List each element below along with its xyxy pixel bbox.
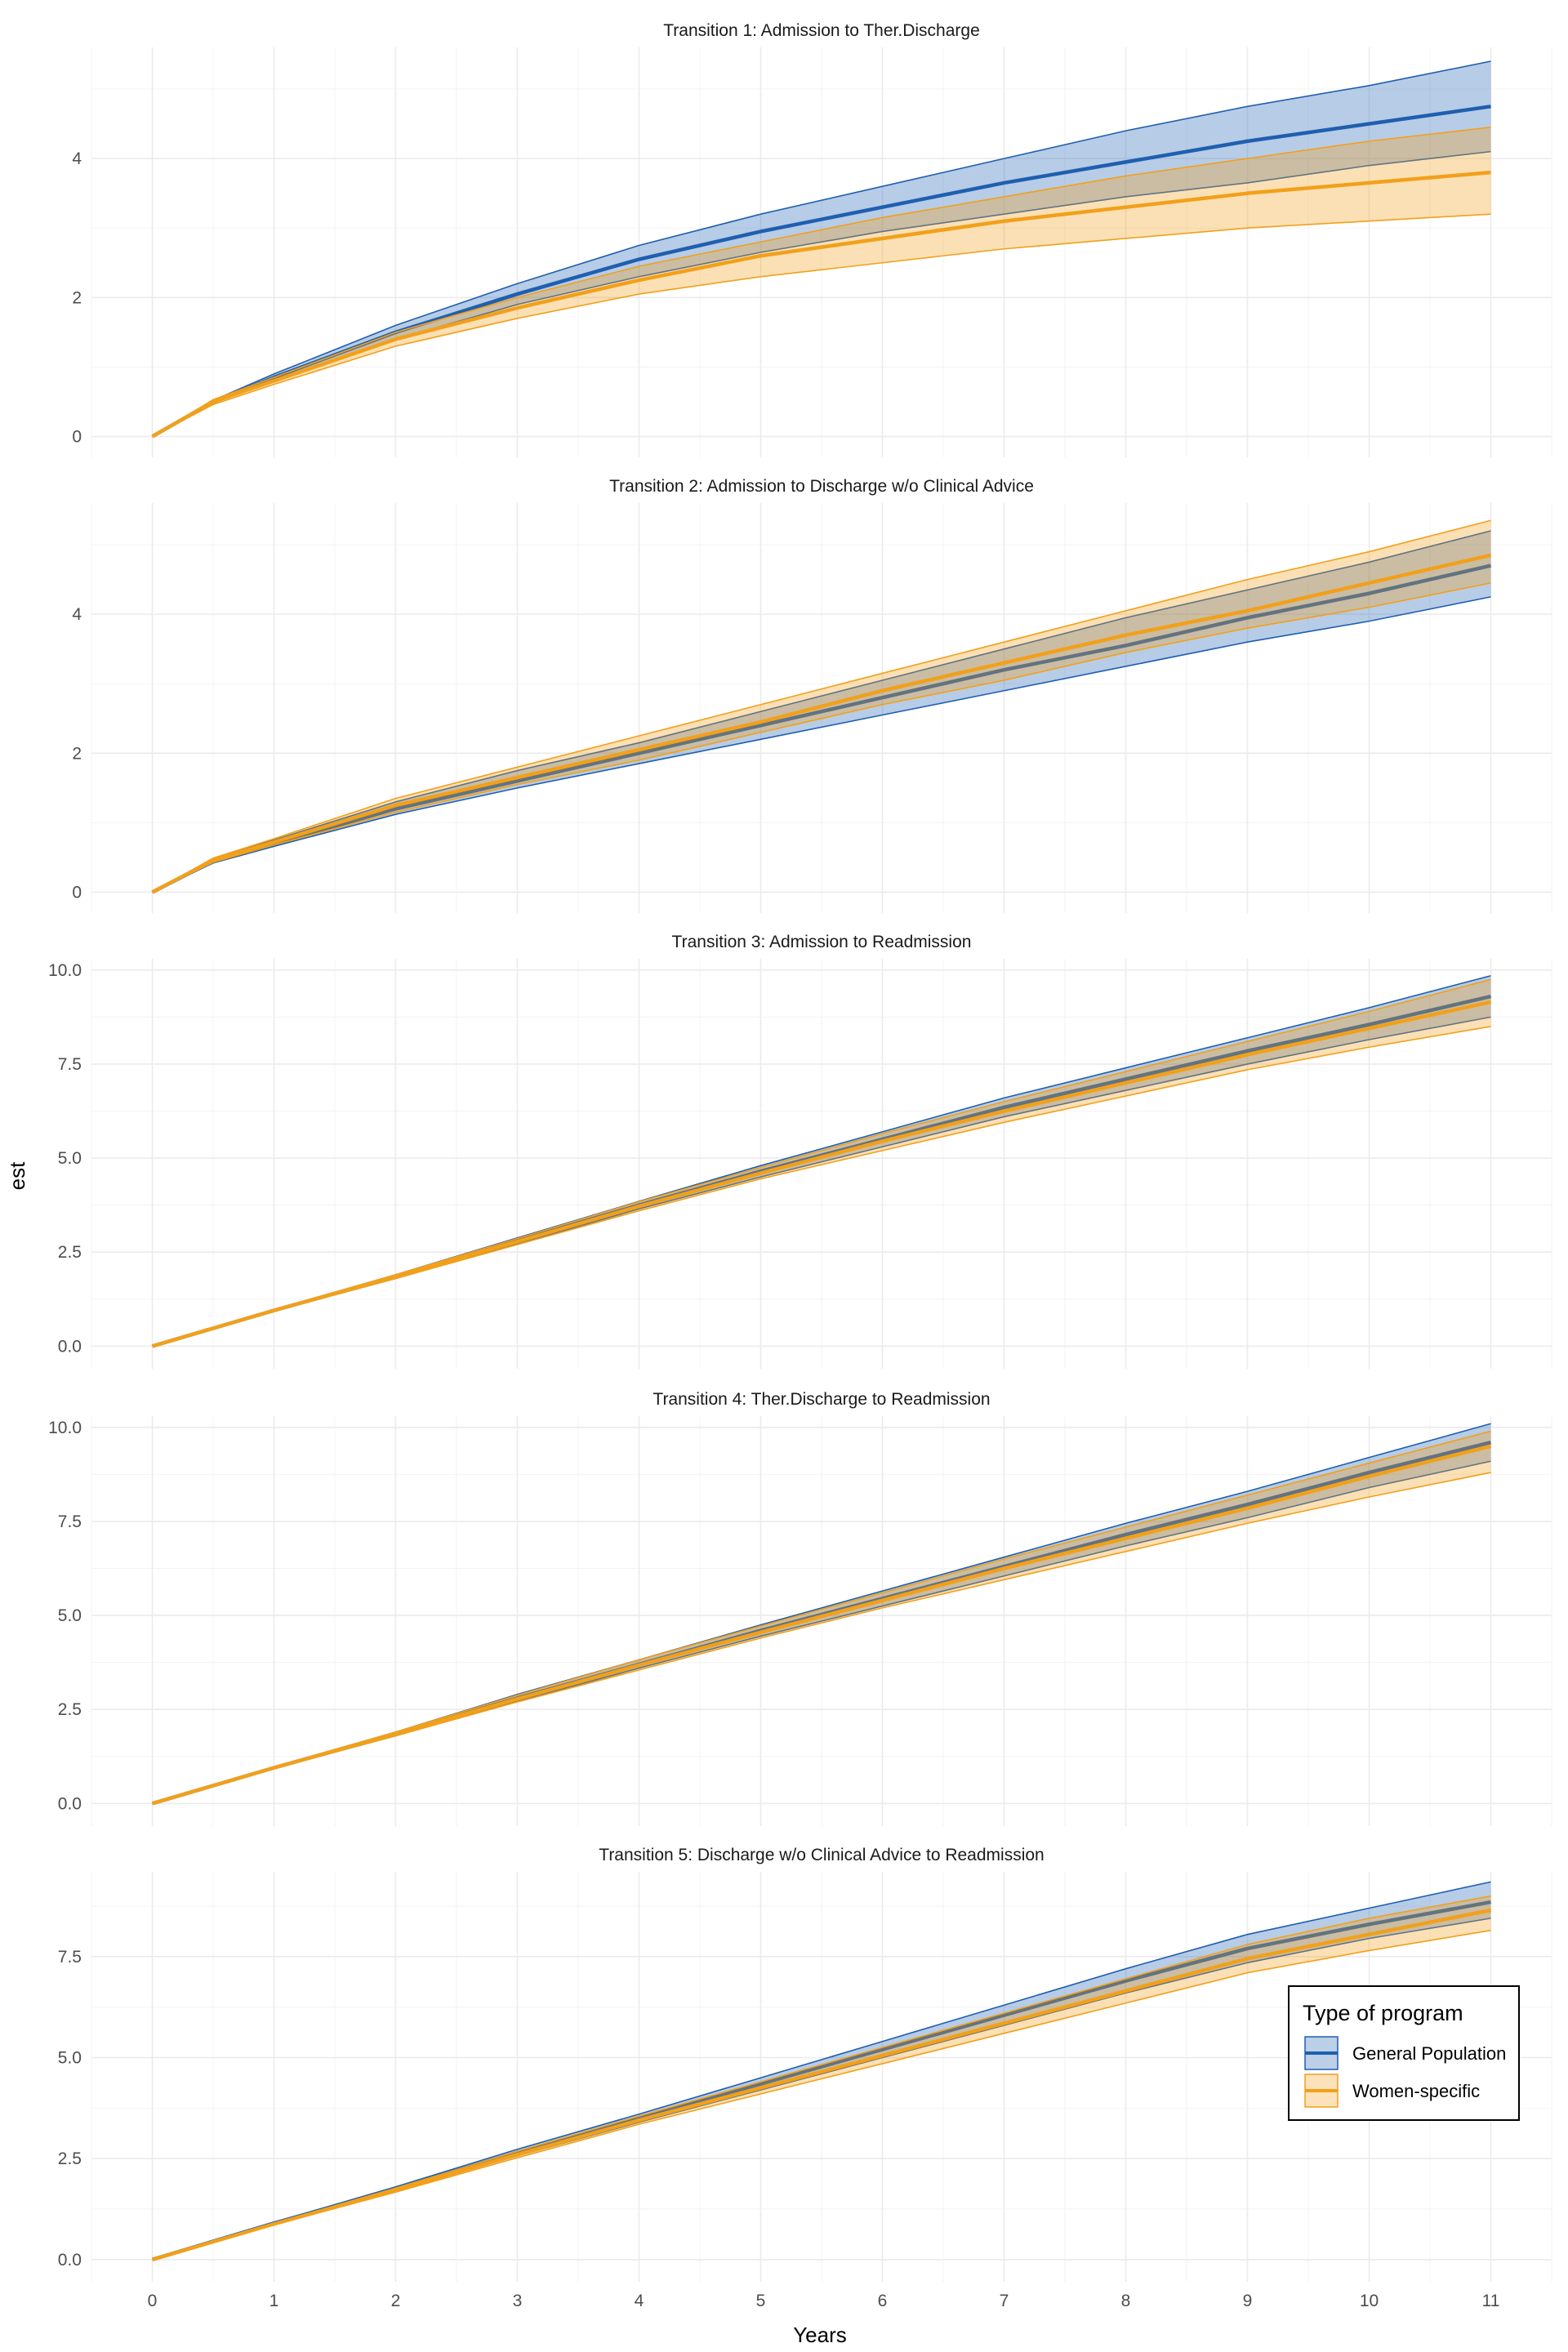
series-women-specific xyxy=(151,519,1492,894)
y-tick-label: 2 xyxy=(72,288,82,307)
panel-title: Transition 4: Ther.Discharge to Readmiss… xyxy=(653,1390,990,1409)
confidence-band-general-population xyxy=(152,975,1491,1347)
upper-bound-line xyxy=(152,530,1491,893)
lower-bound-line xyxy=(152,582,1491,893)
x-tick-label: 6 xyxy=(878,2292,888,2310)
upper-bound-line xyxy=(152,60,1491,438)
estimate-line-women-specific xyxy=(151,1444,1492,1806)
legend-entry-general-population: General Population xyxy=(1304,2036,1506,2070)
x-tick-label: 5 xyxy=(756,2292,766,2310)
x-tick-label: 0 xyxy=(148,2292,158,2310)
y-tick-label: 0.0 xyxy=(58,2251,82,2270)
panel-title: Transition 1: Admission to Ther.Discharg… xyxy=(663,21,980,40)
facet-panel-4: Transition 4: Ther.Discharge to Readmiss… xyxy=(48,1390,1552,1826)
y-axis-title: est xyxy=(5,1161,29,1190)
estimate-line-women-specific xyxy=(151,553,1492,894)
estimate-line-women-specific xyxy=(151,1908,1491,2261)
panel-title: Transition 5: Discharge w/o Clinical Adv… xyxy=(599,1846,1044,1864)
y-tick-label: 10.0 xyxy=(48,961,82,980)
y-tick-label: 5.0 xyxy=(58,1606,82,1625)
gridlines xyxy=(91,503,1552,913)
x-tick-label: 10 xyxy=(1360,2292,1379,2310)
y-tick-label: 2 xyxy=(72,744,82,763)
legend-title: Type of program xyxy=(1303,2001,1463,2025)
confidence-band-women-specific xyxy=(152,979,1491,1347)
estimate-line-women-specific xyxy=(151,1000,1491,1348)
facet-panel-5: Transition 5: Discharge w/o Clinical Adv… xyxy=(58,1846,1552,2282)
facet-panel-3: Transition 3: Admission to Readmission 0.… xyxy=(48,933,1552,1369)
y-tick-label: 10.0 xyxy=(48,1419,82,1437)
facet-panels: Transition 1: Admission to Ther.Discharg… xyxy=(48,21,1552,2310)
x-tick-label: 4 xyxy=(635,2292,644,2310)
y-tick-label: 5.0 xyxy=(58,2049,82,2068)
y-tick-label: 0 xyxy=(72,427,82,446)
series-women-specific xyxy=(151,127,1491,439)
y-tick-label: 0.0 xyxy=(58,1794,82,1813)
panel-title: Transition 2: Admission to Discharge w/o… xyxy=(609,477,1034,496)
estimate-line-women-specific xyxy=(151,170,1491,439)
facet-panel-1: Transition 1: Admission to Ther.Discharg… xyxy=(72,21,1552,457)
y-tick-label: 2.5 xyxy=(58,1243,82,1262)
legend: Type of program General Population Women… xyxy=(1288,1985,1520,2121)
y-tick-label: 7.5 xyxy=(58,1948,82,1967)
y-tick-label: 0.0 xyxy=(58,1337,82,1356)
x-tick-label: 3 xyxy=(513,2292,523,2310)
legend-label-general-population: General Population xyxy=(1352,2043,1506,2064)
upper-bound-line xyxy=(152,127,1491,438)
x-tick-label: 11 xyxy=(1482,2292,1500,2310)
legend-entry-women-specific: Women-specific xyxy=(1304,2074,1480,2108)
lower-bound-line xyxy=(152,213,1491,438)
y-tick-label: 2.5 xyxy=(58,1700,82,1719)
series-women-specific xyxy=(151,978,1491,1348)
y-tick-label: 4 xyxy=(72,605,82,624)
x-tick-label: 7 xyxy=(1000,2292,1009,2310)
upper-bound-line xyxy=(152,519,1491,893)
y-tick-label: 7.5 xyxy=(58,1512,82,1531)
x-tick-label: 9 xyxy=(1243,2292,1253,2310)
series-women-specific xyxy=(151,1895,1491,2261)
x-tick-label: 1 xyxy=(270,2292,279,2310)
lower-bound-line xyxy=(152,596,1491,893)
facet-panel-2: Transition 2: Admission to Discharge w/o… xyxy=(72,477,1552,913)
y-tick-label: 0 xyxy=(72,883,82,902)
series-women-specific xyxy=(151,1430,1492,1806)
x-axis-title: Years xyxy=(793,2323,847,2347)
x-tick-label: 8 xyxy=(1121,2292,1131,2310)
y-tick-label: 5.0 xyxy=(58,1149,82,1168)
x-axis-ticks: 0 1 2 3 4 5 6 7 8 9 10 11 xyxy=(148,2292,1500,2310)
panel-title: Transition 3: Admission to Readmission xyxy=(672,933,972,951)
y-tick-label: 4 xyxy=(72,149,82,168)
y-tick-label: 2.5 xyxy=(58,2149,82,2168)
gridlines xyxy=(91,1416,1552,1826)
x-tick-label: 2 xyxy=(391,2292,401,2310)
y-tick-label: 7.5 xyxy=(58,1055,82,1074)
confidence-band-women-specific xyxy=(152,1895,1491,2260)
legend-label-women-specific: Women-specific xyxy=(1352,2081,1480,2101)
